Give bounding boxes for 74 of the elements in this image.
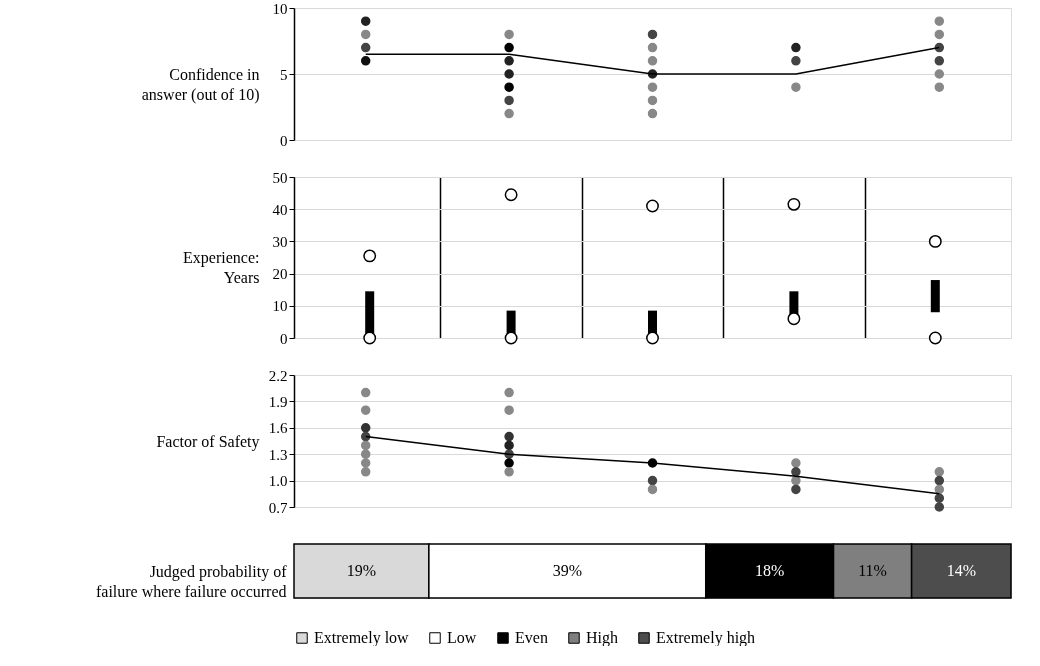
y-tick-label: 30 (272, 233, 288, 250)
point (504, 82, 514, 92)
point (360, 56, 371, 66)
y-tick-label: 10 (272, 0, 288, 17)
point (647, 484, 658, 495)
point (504, 440, 514, 451)
point (791, 475, 801, 486)
point (928, 331, 942, 345)
y-tick-label: 50 (272, 169, 288, 186)
point (791, 484, 801, 495)
y-tick-label: 1.3 (268, 446, 288, 463)
point (504, 331, 518, 345)
point (504, 458, 514, 468)
y-axis-title: Experience: Years (183, 249, 260, 286)
point (360, 387, 371, 398)
point (934, 484, 945, 495)
point (646, 331, 659, 345)
y-tick-label: 0 (280, 330, 288, 347)
point (934, 475, 945, 486)
y-tick-label: 5 (280, 66, 288, 83)
y-tick-label: 0.7 (268, 499, 288, 516)
y-tick-label: 40 (272, 201, 288, 218)
point (791, 467, 801, 477)
bar (930, 280, 940, 313)
point (934, 82, 945, 92)
point (360, 458, 371, 468)
y-tick-label: 1.6 (268, 420, 288, 437)
point (504, 467, 514, 477)
point (504, 69, 514, 79)
y-tick-label: 2.2 (268, 367, 288, 384)
y-axis-title: Judged probability of failure where failure occurred (95, 562, 288, 600)
y-tick-label: 1.9 (268, 393, 288, 410)
data-label: 19% (346, 562, 377, 579)
data-label: 14% (946, 562, 976, 579)
point (504, 108, 514, 119)
point (928, 234, 942, 248)
point (360, 29, 371, 40)
point (360, 42, 371, 53)
point (934, 467, 945, 477)
point (504, 42, 514, 53)
data-label: 11% (858, 562, 887, 579)
point (787, 312, 801, 326)
point (504, 387, 514, 398)
point (934, 29, 945, 40)
y-tick-label: 1.0 (268, 473, 288, 490)
point (363, 331, 377, 345)
legend-label: High (586, 629, 618, 647)
y-axis-title: Factor of Safety (156, 432, 260, 451)
point (791, 458, 801, 468)
point (934, 69, 945, 79)
point (646, 199, 659, 213)
point (934, 493, 945, 503)
point (787, 197, 801, 211)
data-label: 18% (754, 562, 785, 579)
y-tick-label: 20 (272, 266, 288, 283)
point (934, 502, 945, 512)
point (504, 188, 518, 202)
point (647, 475, 658, 486)
point (363, 249, 377, 263)
legend-label: Low (447, 629, 477, 646)
point (647, 108, 658, 119)
point (647, 42, 658, 53)
legend-label: Extremely low (314, 629, 410, 647)
point (360, 423, 371, 433)
y-axis-title: Confidence in answer (out of 10) (141, 65, 260, 104)
y-tick-label: 0 (280, 132, 288, 149)
data-label: 39% (552, 562, 582, 579)
point (504, 431, 514, 442)
point (360, 467, 371, 477)
point (647, 82, 658, 92)
point (647, 95, 658, 106)
y-tick-label: 10 (272, 298, 288, 315)
legend-label: Extremely high (656, 629, 756, 647)
legend-label: Even (515, 629, 548, 646)
